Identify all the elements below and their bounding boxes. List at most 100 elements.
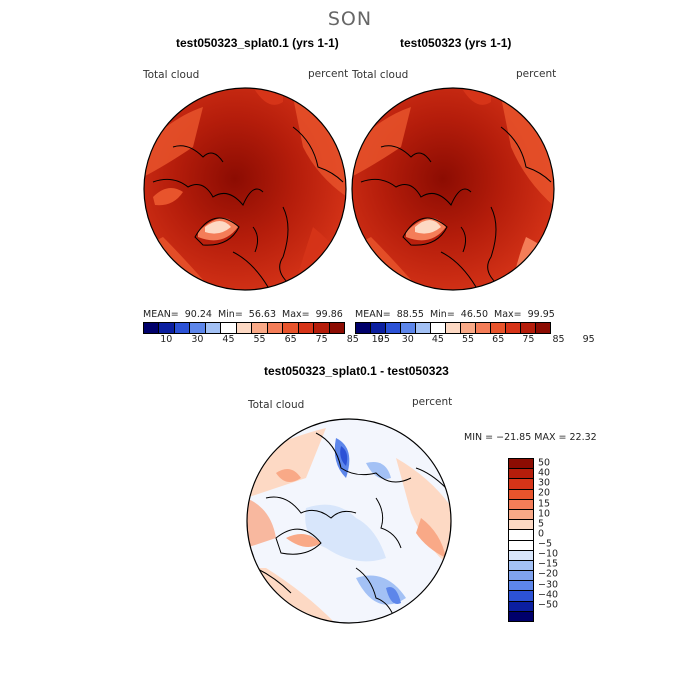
colorbar-swatch [509,459,533,470]
colorbar-swatch [509,611,533,621]
panel-2-colorbar-swatches [355,322,551,334]
colorbar-tick-label: 10 [371,334,384,345]
colorbar-swatch [476,323,491,333]
colorbar-swatch [221,323,237,333]
panel-1-colorbar-swatches [143,322,345,334]
colorbar-swatch [431,323,446,333]
colorbar-tick-label: 95 [582,334,595,345]
colorbar-swatch [509,530,533,541]
colorbar-swatch [506,323,521,333]
panel-1-title: test050323_splat0.1 (yrs 1-1) [176,36,339,50]
colorbar-swatch [509,489,533,500]
colorbar-swatch [536,323,550,333]
panel-1-colorbar-ticks: 10 30 45 55 65 75 85 95 [143,334,390,346]
colorbar-tick-label: 75 [315,334,328,345]
colorbar-tick-label: −40 [538,589,559,601]
colorbar-swatch [461,323,476,333]
colorbar-swatch [509,571,533,582]
colorbar-swatch [236,323,253,333]
colorbar-tick-label: −15 [538,558,559,570]
panel-2-max-label: Max= [494,309,522,320]
colorbar-tick-label: 95 [377,334,390,345]
colorbar-tick-label: 50 [538,457,551,469]
colorbar-swatch [401,323,416,333]
colorbar-swatch [252,323,268,333]
panel-2-stats: MEAN= 88.55 Min= 46.50 Max= 99.95 [355,309,561,320]
colorbar-tick-label: 10 [160,334,173,345]
panel-1-stats: MEAN= 90.24 Min= 56.63 Max= 99.86 [143,309,349,320]
colorbar-tick-label: 45 [431,334,444,345]
colorbar-tick-label: −50 [538,599,559,611]
colorbar-swatch [521,323,536,333]
colorbar-swatch [509,469,533,480]
panel-2-colorbar-ticks: 10 30 45 55 65 75 85 95 [355,334,595,346]
colorbar-swatch [174,323,191,333]
colorbar-swatch [386,323,401,333]
colorbar-tick-label: −5 [538,538,553,550]
colorbar-swatch [509,601,533,612]
panel-3-range: MIN = −21.85 MAX = 22.32 [464,432,597,443]
panel-1-colorbar: 10 30 45 55 65 75 85 95 [143,322,390,346]
colorbar-swatch [205,323,222,333]
panel-1-variable: Total cloud [143,69,200,81]
colorbar-tick-label: 55 [253,334,266,345]
colorbar-swatch [509,509,533,521]
panel-1-map [143,87,347,291]
colorbar-tick-label: 65 [284,334,297,345]
colorbar-swatch [509,479,533,490]
season-title: SON [327,8,373,30]
colorbar-tick-label: 75 [522,334,535,345]
colorbar-swatch [509,499,533,510]
panel-1-units: percent [308,68,349,80]
panel-1-max-value: 99.86 [315,309,343,320]
colorbar-tick-label: 40 [538,467,551,479]
colorbar-tick-label: 30 [401,334,414,345]
colorbar-tick-label: 85 [346,334,359,345]
panel-1-min-value: 56.63 [248,309,276,320]
panel-3-colorbar-swatches [508,458,534,622]
colorbar-swatch [509,560,533,572]
colorbar-tick-label: 30 [191,334,204,345]
colorbar-tick-label: 55 [462,334,475,345]
panel-2-max-value: 99.95 [527,309,555,320]
colorbar-tick-label: 5 [538,518,545,530]
colorbar-tick-label: −20 [538,568,559,580]
colorbar-tick-label: 45 [222,334,235,345]
colorbar-swatch [283,323,299,333]
panel-3-units: percent [412,396,453,408]
panel-1-max-label: Max= [282,309,310,320]
panel-1-mean-label: MEAN= [143,309,179,320]
panel-2-variable: Total cloud [352,69,409,81]
colorbar-tick-label: 85 [552,334,565,345]
panel-3-variable: Total cloud [248,399,305,411]
colorbar-tick-label: −10 [538,548,559,560]
colorbar-swatch [314,323,330,333]
panel-2-mean-value: 88.55 [396,309,424,320]
colorbar-swatch [267,323,284,333]
colorbar-swatch [416,323,431,333]
colorbar-tick-label: 0 [538,528,545,540]
panel-2-map [351,87,555,291]
colorbar-swatch [356,323,371,333]
colorbar-swatch [509,581,533,592]
panel-1-min-label: Min= [217,309,243,320]
colorbar-swatch [509,550,533,561]
panel-3-map [246,418,452,624]
colorbar-swatch [159,323,175,333]
colorbar-tick-label: 65 [492,334,505,345]
colorbar-swatch [298,323,315,333]
panel-3-colorbar [508,458,534,622]
panel-2-title: test050323 (yrs 1-1) [400,36,512,50]
colorbar-tick-label: −30 [538,579,559,591]
panel-2-mean-label: MEAN= [355,309,391,320]
panel-2-colorbar: 10 30 45 55 65 75 85 95 [355,322,595,346]
panel-1-mean-value: 90.24 [184,309,212,320]
colorbar-swatch [190,323,206,333]
colorbar-swatch [329,323,345,333]
colorbar-tick-label: 15 [538,498,551,510]
panel-2-min-value: 46.50 [460,309,488,320]
colorbar-swatch [509,591,533,602]
panel-3-colorbar-ticks: 50 40 30 20 15 10 5 0 −5 −10 −15 −20 −30 −40 −50 [538,458,568,620]
colorbar-swatch [446,323,461,333]
colorbar-swatch [509,540,533,551]
